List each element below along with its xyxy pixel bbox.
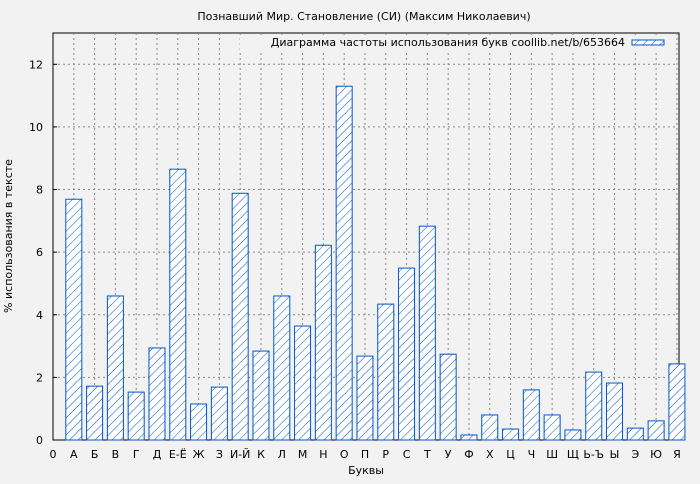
bar-Ч bbox=[522, 389, 540, 441]
x-tick-label: Н bbox=[319, 448, 327, 461]
x-tick-label: Г bbox=[133, 448, 140, 461]
x-tick-label: Ш bbox=[546, 448, 558, 461]
x-tick-label: М bbox=[298, 448, 308, 461]
bar-Ы bbox=[606, 382, 624, 441]
x-tick-label: Э bbox=[631, 448, 639, 461]
legend: Диаграмма частоты использования букв coo… bbox=[240, 36, 672, 50]
legend-swatch bbox=[631, 39, 665, 46]
x-tick-label: Д bbox=[153, 448, 162, 461]
legend-label: Диаграмма частоты использования букв coo… bbox=[271, 36, 625, 49]
x-tick-label: Ь-Ъ bbox=[583, 448, 604, 461]
x-axis-label: Буквы bbox=[348, 464, 384, 477]
y-tick-label: 4 bbox=[36, 309, 43, 322]
y-tick-label: 12 bbox=[29, 58, 43, 71]
bar-П bbox=[356, 355, 374, 441]
bar-В bbox=[106, 295, 124, 441]
bar-Р bbox=[377, 303, 395, 441]
bar-Ф bbox=[460, 434, 478, 441]
x-tick-label: Ф bbox=[464, 448, 473, 461]
bar-А bbox=[65, 198, 83, 441]
bar-Ж bbox=[190, 403, 208, 441]
x-tick-label: А bbox=[70, 448, 78, 461]
bar-К bbox=[252, 350, 270, 441]
x-tick-label: Б bbox=[91, 448, 99, 461]
bar-Т bbox=[418, 225, 436, 441]
bar-Я bbox=[668, 363, 686, 441]
x-tick-label: Р bbox=[382, 448, 389, 461]
bar-Б bbox=[86, 385, 104, 441]
bar-Е-Ё bbox=[169, 168, 187, 441]
x-tick-label: С bbox=[403, 448, 411, 461]
x-tick-label: П bbox=[361, 448, 369, 461]
x-tick-label: Ц bbox=[506, 448, 515, 461]
bars bbox=[65, 85, 686, 441]
bar-Ц bbox=[502, 428, 520, 441]
x-tick-label: З bbox=[216, 448, 223, 461]
bar-Д bbox=[148, 347, 166, 441]
bar-Г bbox=[127, 391, 145, 441]
bar-Х bbox=[481, 414, 499, 441]
x-tick-label: Ю bbox=[650, 448, 662, 461]
bar-О bbox=[335, 85, 353, 441]
y-tick-labels: 0 2 4 6 8 10 12 bbox=[29, 58, 43, 447]
y-tick-label: 6 bbox=[36, 246, 43, 259]
x-tick-label: К bbox=[257, 448, 265, 461]
bar-С bbox=[398, 267, 416, 441]
bar-Ш bbox=[543, 414, 561, 441]
bar-З bbox=[210, 386, 228, 441]
bar-Л bbox=[273, 295, 291, 441]
bar-Щ bbox=[564, 429, 582, 441]
x-tick-label: И-Й bbox=[230, 448, 250, 461]
y-axis-label: % использования в тексте bbox=[2, 159, 15, 313]
bar-Н bbox=[314, 244, 332, 441]
x-tick-label: О bbox=[340, 448, 349, 461]
bar-И-Й bbox=[231, 192, 249, 441]
bar-У bbox=[439, 353, 457, 441]
x-tick-label: Л bbox=[278, 448, 286, 461]
x-tick-label: Т bbox=[423, 448, 431, 461]
x-tick-label: Ы bbox=[610, 448, 620, 461]
x-tick-label: У bbox=[445, 448, 452, 461]
x-tick-label: Ч bbox=[528, 448, 536, 461]
x-origin-label: 0 bbox=[50, 448, 57, 461]
y-tick-label: 10 bbox=[29, 121, 43, 134]
y-tick-label: 2 bbox=[36, 371, 43, 384]
grid bbox=[53, 33, 679, 441]
chart-title: Познавший Мир. Становление (СИ) (Максим … bbox=[197, 10, 530, 23]
bar-Ь-Ъ bbox=[585, 371, 603, 441]
x-tick-label: Я bbox=[673, 448, 681, 461]
x-tick-labels: А Б В Г Д Е-Ё Ж З И-Й К Л М Н О П Р С Т У Ф Х Ц Ч Ш Щ Ь-Ъ Ы Э Ю Я bbox=[70, 448, 681, 461]
x-tick-label: Ж bbox=[193, 448, 205, 461]
x-tick-label: Е-Ё bbox=[169, 448, 187, 461]
y-tick-label: 8 bbox=[36, 184, 43, 197]
x-tick-label: В bbox=[112, 448, 120, 461]
x-tick-label: Щ bbox=[567, 448, 579, 461]
bar-М bbox=[294, 325, 312, 441]
y-tick-label: 0 bbox=[36, 434, 43, 447]
bar-Ю bbox=[647, 420, 665, 441]
bar-Э bbox=[626, 427, 644, 441]
x-tick-label: Х bbox=[486, 448, 494, 461]
